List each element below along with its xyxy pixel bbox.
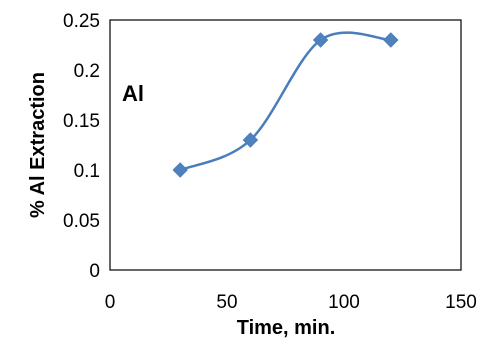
x-tick-label: 50 [216, 292, 237, 313]
series-line [179, 31, 391, 172]
annotation-label: Al [122, 81, 144, 106]
x-axis-tick-labels: 0 50 100 150 [105, 292, 477, 313]
plot-area [109, 19, 462, 271]
data-points [172, 32, 399, 178]
y-tick-label: 0.05 [63, 211, 100, 232]
y-tick-label: 0.2 [74, 61, 100, 82]
data-point-marker [383, 32, 399, 48]
x-tick-label: 100 [328, 292, 360, 313]
y-axis-title: % Al Extraction [27, 72, 49, 218]
y-tick-label: 0.15 [63, 111, 100, 132]
x-axis-title: Time, min. [237, 317, 336, 339]
y-tick-label: 0.1 [74, 161, 100, 182]
data-point-marker [172, 162, 188, 178]
data-point-marker [312, 32, 329, 48]
y-axis-tick-labels: 0 0.05 0.1 0.15 0.2 0.25 [63, 11, 100, 282]
x-tick-label: 150 [445, 292, 477, 313]
x-tick-label: 0 [105, 292, 116, 313]
y-tick-label: 0 [89, 261, 100, 282]
data-point-marker [242, 132, 259, 148]
y-tick-label: 0.25 [63, 11, 100, 32]
